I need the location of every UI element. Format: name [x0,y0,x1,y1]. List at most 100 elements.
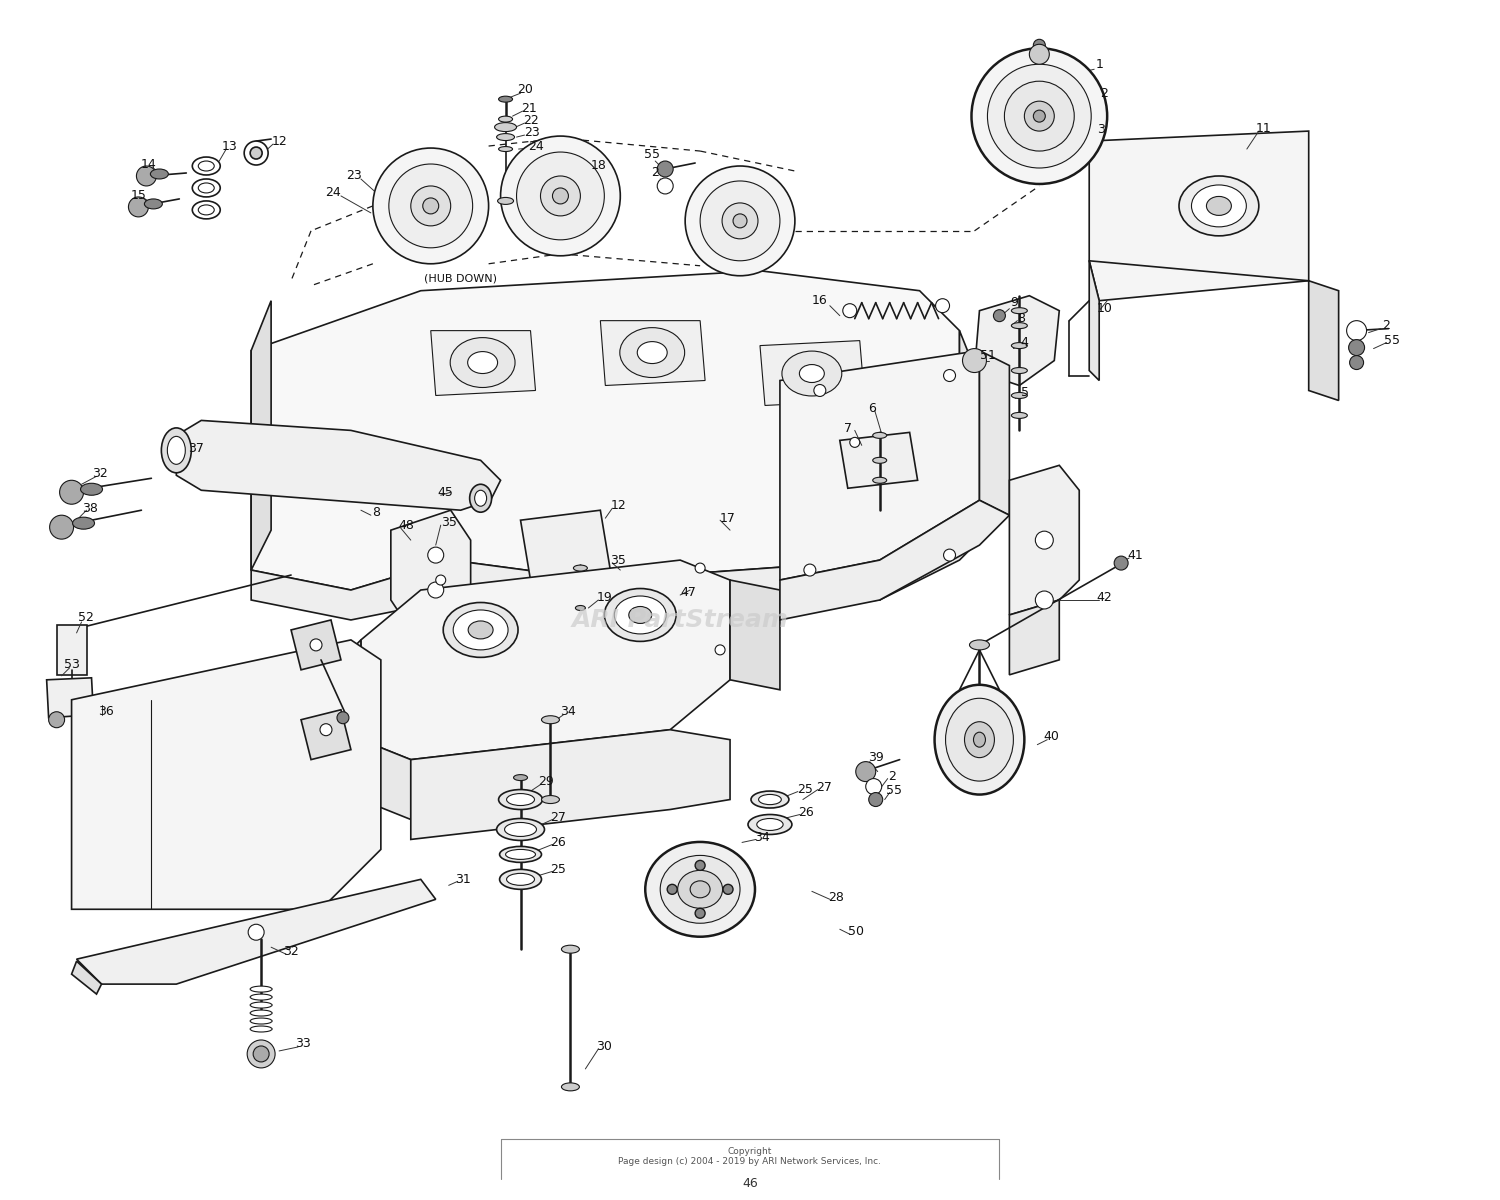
Ellipse shape [144,199,162,209]
Ellipse shape [192,157,220,175]
Text: 22: 22 [522,114,538,127]
Circle shape [657,161,674,176]
Ellipse shape [468,620,494,638]
Polygon shape [430,331,536,396]
Text: 40: 40 [1044,730,1059,743]
Circle shape [374,148,489,264]
Text: 2: 2 [1383,319,1390,332]
Text: 34: 34 [561,706,576,719]
Ellipse shape [628,606,651,624]
Ellipse shape [1011,323,1028,329]
Ellipse shape [507,793,534,805]
Circle shape [411,186,450,226]
Ellipse shape [782,352,842,396]
Polygon shape [251,560,879,620]
Ellipse shape [504,822,537,836]
Ellipse shape [678,870,723,908]
Ellipse shape [251,1002,272,1008]
Text: 46: 46 [742,1177,758,1190]
Ellipse shape [470,485,492,512]
Ellipse shape [573,565,588,571]
Circle shape [700,181,780,260]
Text: 24: 24 [528,139,544,152]
Ellipse shape [198,182,214,193]
Ellipse shape [974,732,986,748]
Polygon shape [251,271,960,590]
Circle shape [540,176,580,216]
Text: 12: 12 [610,499,626,511]
Text: 13: 13 [222,139,237,152]
Ellipse shape [758,818,783,830]
Ellipse shape [192,179,220,197]
Circle shape [516,152,605,240]
Ellipse shape [507,874,534,886]
Polygon shape [780,350,980,580]
Circle shape [865,779,882,794]
Circle shape [944,550,956,562]
Text: 2: 2 [888,770,896,784]
Ellipse shape [620,328,684,378]
Circle shape [868,792,882,806]
Circle shape [338,712,350,724]
Text: 39: 39 [868,751,883,764]
Circle shape [686,166,795,276]
Circle shape [501,136,621,256]
Ellipse shape [513,774,528,780]
Text: 2: 2 [651,167,658,180]
Text: 45: 45 [438,486,453,499]
Circle shape [694,860,705,870]
Circle shape [248,1040,274,1068]
Text: 5: 5 [1022,386,1029,398]
Ellipse shape [638,342,668,364]
Text: 18: 18 [591,158,606,172]
Polygon shape [600,320,705,385]
Polygon shape [980,350,1010,515]
Circle shape [936,299,950,313]
Circle shape [1029,44,1050,65]
Text: 14: 14 [141,157,156,170]
Ellipse shape [1011,413,1028,419]
Circle shape [1024,101,1054,131]
Circle shape [972,48,1107,184]
Text: 12: 12 [272,134,286,148]
Circle shape [993,310,1005,322]
Text: 25: 25 [796,784,813,796]
Circle shape [843,304,856,318]
Text: 50: 50 [847,925,864,937]
Ellipse shape [1011,307,1028,313]
Polygon shape [46,678,93,718]
Circle shape [244,142,268,166]
Text: 30: 30 [597,1040,612,1054]
Circle shape [1005,82,1074,151]
Circle shape [1348,340,1365,355]
Polygon shape [251,301,272,570]
Text: (HUB DOWN): (HUB DOWN) [424,274,496,283]
Polygon shape [1010,466,1078,614]
Text: 24: 24 [326,186,340,199]
Ellipse shape [969,640,990,650]
Ellipse shape [752,791,789,808]
Ellipse shape [506,850,536,859]
Ellipse shape [1011,367,1028,373]
Circle shape [657,178,674,194]
Polygon shape [780,500,1010,620]
Text: 52: 52 [78,612,93,624]
Text: 3: 3 [1096,122,1106,136]
Polygon shape [1308,281,1338,401]
Text: 16: 16 [812,294,828,307]
Circle shape [254,1046,268,1062]
Text: 2: 2 [1100,86,1108,100]
Circle shape [423,198,438,214]
Ellipse shape [81,484,102,496]
Text: 37: 37 [189,442,204,455]
Text: 25: 25 [550,863,567,876]
Circle shape [129,197,149,217]
Ellipse shape [496,133,514,140]
Circle shape [552,188,568,204]
Text: 51: 51 [980,349,996,362]
Ellipse shape [251,986,272,992]
Ellipse shape [690,881,709,898]
Circle shape [251,148,262,160]
Text: 42: 42 [1096,590,1112,604]
Ellipse shape [251,994,272,1000]
